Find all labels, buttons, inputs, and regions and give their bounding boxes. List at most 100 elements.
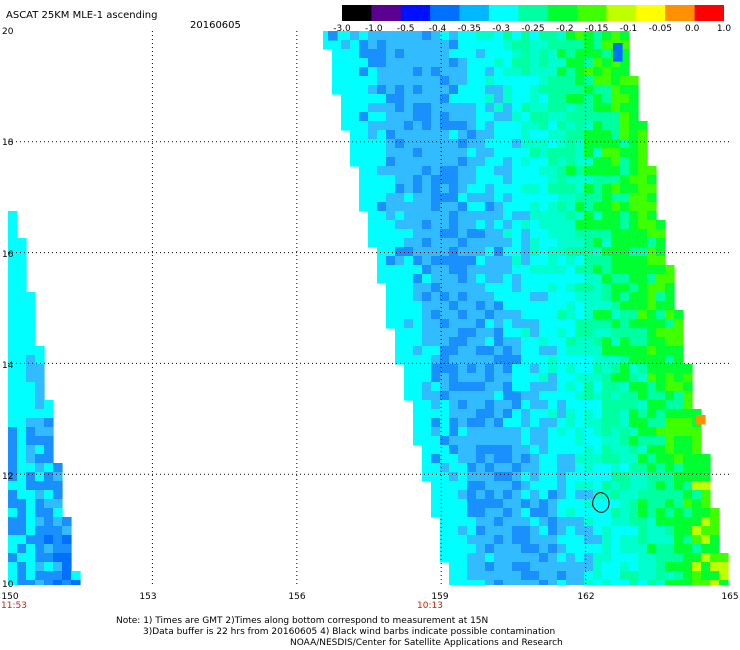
swath-cell bbox=[638, 454, 648, 464]
swath-cell bbox=[539, 454, 549, 464]
swath-cell bbox=[476, 301, 486, 311]
swath-cell bbox=[638, 202, 648, 212]
swath-cell bbox=[539, 148, 549, 158]
swath-cell bbox=[530, 346, 540, 356]
swath-cell bbox=[530, 409, 540, 419]
swath-cell bbox=[512, 418, 522, 428]
swath-cell bbox=[602, 454, 612, 464]
swath-cell bbox=[701, 472, 711, 482]
swath-cell bbox=[539, 571, 549, 581]
swath-cell bbox=[440, 76, 450, 86]
swath-cell bbox=[440, 535, 450, 545]
swath-cell bbox=[431, 418, 441, 428]
swath-cell bbox=[593, 508, 603, 518]
swath-cell bbox=[674, 427, 684, 437]
swath-cell bbox=[512, 256, 522, 266]
swath-cell bbox=[665, 481, 675, 491]
swath-cell bbox=[593, 121, 603, 131]
swath-cell bbox=[539, 157, 549, 167]
swath-cell bbox=[449, 184, 459, 194]
swath-cell bbox=[593, 328, 603, 338]
swath-cell bbox=[44, 490, 54, 500]
swath-cell bbox=[440, 130, 450, 140]
swath-cell bbox=[494, 445, 504, 455]
swath-cell bbox=[431, 229, 441, 239]
swath-cell bbox=[395, 148, 405, 158]
swath-cell bbox=[647, 562, 657, 572]
swath-cell bbox=[395, 274, 405, 284]
swath-cell bbox=[377, 274, 387, 284]
swath-cell bbox=[503, 166, 513, 176]
swath-cell bbox=[521, 157, 531, 167]
swath-cell bbox=[503, 49, 513, 59]
swath-cell bbox=[26, 517, 36, 527]
swath-cell bbox=[530, 463, 540, 473]
swath-cell bbox=[404, 274, 414, 284]
swath-cell bbox=[566, 364, 576, 374]
swath-cell bbox=[674, 445, 684, 455]
swath-cell bbox=[656, 508, 666, 518]
swath-cell bbox=[440, 193, 450, 203]
swath-cell bbox=[539, 31, 549, 41]
swath-cell bbox=[431, 499, 441, 509]
lat-tick-label: 18 bbox=[2, 138, 14, 148]
swath-cell bbox=[440, 301, 450, 311]
swath-cell bbox=[584, 508, 594, 518]
swath-cell bbox=[8, 400, 18, 410]
swath-cell bbox=[602, 121, 612, 131]
swath-cell bbox=[602, 481, 612, 491]
swath-cell bbox=[557, 202, 567, 212]
swath-cell bbox=[485, 535, 495, 545]
swath-cell bbox=[548, 526, 558, 536]
swath-cell bbox=[647, 274, 657, 284]
swath-cell bbox=[602, 175, 612, 185]
swath-cell bbox=[575, 184, 585, 194]
swath-cell bbox=[548, 220, 558, 230]
swath-cell bbox=[665, 463, 675, 473]
swath-cell bbox=[422, 373, 432, 383]
swath-cell bbox=[431, 220, 441, 230]
swath-cell bbox=[620, 490, 630, 500]
swath-cell bbox=[485, 85, 495, 95]
swath-cell bbox=[575, 499, 585, 509]
swath-cell bbox=[476, 76, 486, 86]
swath-cell bbox=[647, 517, 657, 527]
swath-cell bbox=[8, 508, 18, 518]
swath-cell bbox=[494, 454, 504, 464]
swath-cell bbox=[647, 535, 657, 545]
swath-cell bbox=[449, 400, 459, 410]
swath-cell bbox=[566, 427, 576, 437]
swath-cell bbox=[665, 445, 675, 455]
swath-cell bbox=[467, 211, 477, 221]
swath-cell bbox=[395, 139, 405, 149]
swath-cell bbox=[575, 355, 585, 365]
swath-cell bbox=[359, 94, 369, 104]
swath-cell bbox=[449, 337, 459, 347]
swath-cell bbox=[377, 31, 387, 41]
swath-cell bbox=[26, 535, 36, 545]
swath-cell bbox=[548, 400, 558, 410]
swath-cell bbox=[404, 76, 414, 86]
swath-cell bbox=[449, 229, 459, 239]
swath-cell bbox=[458, 373, 468, 383]
swath-cell bbox=[602, 562, 612, 572]
swath-cell bbox=[602, 328, 612, 338]
swath-cell bbox=[26, 490, 36, 500]
swath-cell bbox=[386, 121, 396, 131]
swath-cell bbox=[557, 472, 567, 482]
swath-cell bbox=[521, 427, 531, 437]
swath-cell bbox=[620, 553, 630, 563]
swath-cell bbox=[710, 562, 720, 572]
swath-cell bbox=[548, 31, 558, 41]
swath-cell bbox=[494, 112, 504, 122]
swath-cell bbox=[449, 553, 459, 563]
swath-cell bbox=[359, 31, 369, 41]
swath-cell bbox=[485, 301, 495, 311]
swath-cell bbox=[503, 472, 513, 482]
swath-cell bbox=[368, 31, 378, 41]
swath-cell bbox=[323, 31, 333, 41]
swath-cell bbox=[386, 94, 396, 104]
swath-cell bbox=[665, 544, 675, 554]
swath-cell bbox=[620, 166, 630, 176]
swath-cell bbox=[494, 463, 504, 473]
